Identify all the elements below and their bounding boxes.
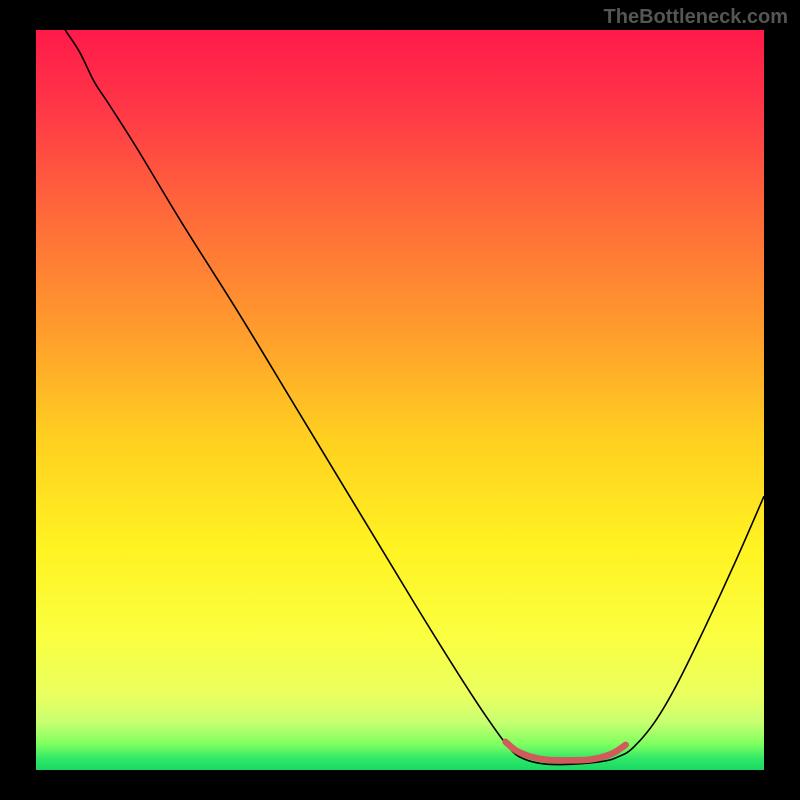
watermark-text: TheBottleneck.com <box>604 6 788 29</box>
main-curve <box>65 30 764 765</box>
plot-area <box>36 30 764 770</box>
curve-layer <box>36 30 764 770</box>
highlight-segment <box>506 742 626 761</box>
